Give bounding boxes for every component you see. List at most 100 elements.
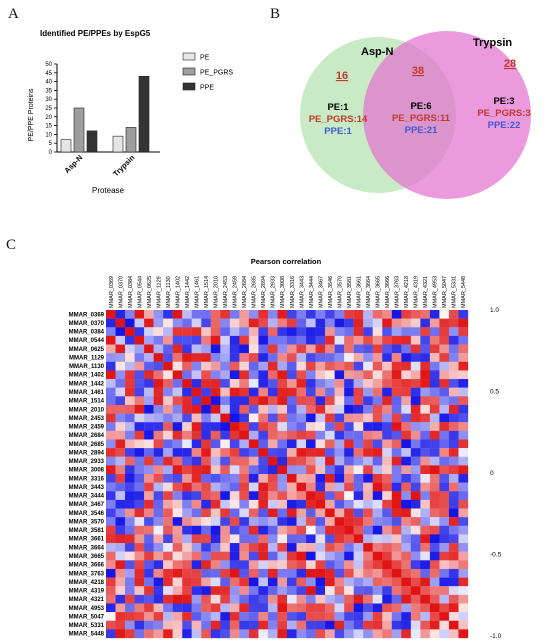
heatmap-cell (191, 448, 202, 457)
heatmap-cell (191, 620, 202, 630)
heatmap-cell (191, 474, 202, 483)
heatmap-cell (306, 361, 316, 371)
heatmap-cell (182, 379, 192, 388)
heatmap-cell (439, 379, 450, 388)
heatmap-cell (410, 543, 421, 552)
heatmap-cell (410, 448, 421, 457)
heatmap-cell (106, 327, 116, 337)
heatmap-cell (115, 430, 126, 440)
heatmap-cell (353, 474, 364, 483)
heatmap-cell (420, 499, 431, 509)
heatmap-cell (344, 586, 354, 595)
heatmap-cell (182, 534, 192, 544)
heatmap-cell (363, 525, 373, 535)
heatmap-cell (382, 560, 392, 570)
heatmap-cell (267, 560, 278, 570)
heatmap-cell (115, 335, 126, 345)
heatmap-cell (191, 577, 202, 587)
heatmap-cell (115, 612, 126, 621)
heatmap-cell (353, 482, 364, 492)
heatmap-cell (239, 430, 250, 440)
heatmap-cell (325, 629, 335, 639)
heatmap-cell (229, 629, 240, 639)
heatmap-cell (382, 327, 392, 337)
heatmap-cell (420, 413, 431, 423)
heatmap-cell (201, 482, 211, 492)
heatmap-cell (372, 577, 383, 587)
heatmap-col-label: MMAR_3570 (337, 276, 343, 308)
heatmap-cell (410, 413, 421, 423)
heatmap-cell (334, 344, 345, 354)
heatmap-cell (258, 560, 269, 570)
heatmap-cell (296, 560, 307, 570)
heatmap-cell (410, 577, 421, 587)
heatmap-cell (287, 491, 297, 501)
heatmap-cell (201, 474, 211, 483)
heatmap-cell (353, 379, 364, 388)
heatmap-cell (172, 482, 183, 492)
heatmap-cell (229, 353, 240, 362)
heatmap-cell (220, 335, 230, 345)
heatmap-cell (353, 517, 364, 526)
heatmap-cell (401, 482, 411, 492)
heatmap-cell (420, 517, 431, 526)
heatmap-cell (344, 379, 354, 388)
heatmap-cell (429, 474, 440, 483)
heatmap-cell (182, 396, 192, 406)
heatmap-cell (163, 482, 173, 492)
heatmap-cell (106, 335, 116, 345)
heatmap-cell (172, 577, 183, 587)
heatmap-cell (334, 508, 345, 518)
heatmap-cell (296, 335, 307, 345)
heatmap-cell (391, 508, 402, 518)
heatmap-cell (172, 551, 183, 561)
heatmap-cell (277, 594, 288, 604)
heatmap-cell (220, 465, 230, 475)
heatmap-row-label: MMAR_3570 (69, 519, 105, 525)
heatmap-cell (229, 448, 240, 457)
heatmap-cell (201, 353, 211, 362)
heatmap-cell (420, 620, 431, 630)
heatmap-cell (315, 586, 326, 595)
heatmap-cell (334, 568, 345, 578)
heatmap-cell (106, 517, 116, 526)
heatmap-cell (448, 517, 459, 526)
heatmap-cell (420, 629, 431, 639)
heatmap-cell (410, 310, 421, 319)
heatmap-cell (115, 525, 126, 535)
heatmap-cell (115, 491, 126, 501)
heatmap-cell (191, 387, 202, 397)
heatmap-cell (420, 422, 431, 431)
heatmap-cell (220, 594, 230, 604)
heatmap-cell (363, 586, 373, 595)
heatmap-cell (296, 413, 307, 423)
heatmap-cell (153, 396, 164, 406)
heatmap-col-label: MMAR_4319 (414, 276, 420, 308)
heatmap-cell (248, 612, 259, 621)
heatmap-cell (363, 396, 373, 406)
bar-pe (60, 139, 72, 153)
heatmap-cell (182, 439, 192, 449)
heatmap-cell (448, 629, 459, 639)
heatmap-cell (267, 379, 278, 388)
heatmap-cell (144, 318, 154, 328)
heatmap-cell (172, 353, 183, 362)
heatmap-cell (372, 465, 383, 475)
heatmap-cell (106, 379, 116, 388)
heatmap-cell (363, 508, 373, 518)
heatmap-cell (106, 551, 116, 561)
colorbar-tick-label: 0 (490, 470, 494, 477)
heatmap-cell (172, 499, 183, 509)
heatmap-cell (391, 439, 402, 449)
heatmap-cell (277, 413, 288, 423)
heatmap-cell (410, 353, 421, 362)
heatmap-cell (325, 448, 335, 457)
heatmap-cell (306, 577, 316, 587)
heatmap-cell (410, 422, 421, 431)
heatmap-cell (182, 612, 192, 621)
heatmap-cell (325, 577, 335, 587)
heatmap-cell (448, 327, 459, 337)
heatmap-cell (325, 396, 335, 406)
heatmap-cell (210, 568, 221, 578)
heatmap-cell (153, 387, 164, 397)
